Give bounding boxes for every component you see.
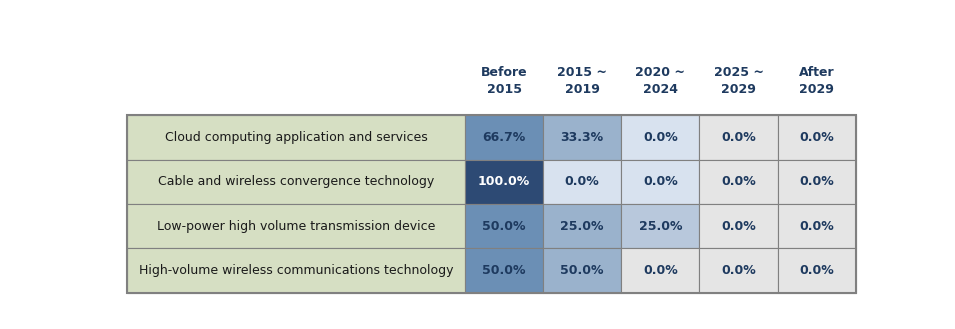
Text: Cloud computing application and services: Cloud computing application and services <box>164 131 427 144</box>
Bar <box>777 115 856 160</box>
Text: Low-power high volume transmission device: Low-power high volume transmission devic… <box>157 220 435 233</box>
Bar <box>622 160 699 204</box>
Bar <box>127 204 465 248</box>
Text: 0.0%: 0.0% <box>721 175 756 189</box>
Text: 2015 ~
2019: 2015 ~ 2019 <box>558 66 607 96</box>
Bar <box>465 204 543 248</box>
Text: 100.0%: 100.0% <box>478 175 530 189</box>
Bar <box>127 115 465 160</box>
Bar <box>127 115 856 293</box>
Text: 2020 ~
2024: 2020 ~ 2024 <box>635 66 686 96</box>
Bar <box>699 160 777 204</box>
Bar <box>127 248 465 293</box>
Bar <box>777 248 856 293</box>
Text: 0.0%: 0.0% <box>799 131 834 144</box>
Text: Cable and wireless convergence technology: Cable and wireless convergence technolog… <box>158 175 434 189</box>
Text: 50.0%: 50.0% <box>482 220 526 233</box>
Bar <box>543 248 622 293</box>
Bar <box>127 160 465 204</box>
Text: 0.0%: 0.0% <box>643 264 678 277</box>
Bar <box>699 204 777 248</box>
Text: 50.0%: 50.0% <box>561 264 604 277</box>
Text: Before
2015: Before 2015 <box>480 66 527 96</box>
Text: After
2029: After 2029 <box>799 66 835 96</box>
Bar <box>699 115 777 160</box>
Bar <box>777 204 856 248</box>
Bar <box>622 204 699 248</box>
Text: 25.0%: 25.0% <box>561 220 604 233</box>
Text: 0.0%: 0.0% <box>799 264 834 277</box>
Text: 0.0%: 0.0% <box>643 175 678 189</box>
Text: 33.3%: 33.3% <box>561 131 604 144</box>
Text: High-volume wireless communications technology: High-volume wireless communications tech… <box>138 264 453 277</box>
Bar <box>622 248 699 293</box>
Text: 25.0%: 25.0% <box>639 220 682 233</box>
Text: 50.0%: 50.0% <box>482 264 526 277</box>
Bar <box>465 248 543 293</box>
Bar <box>777 160 856 204</box>
Bar <box>543 115 622 160</box>
Bar <box>622 115 699 160</box>
Text: 66.7%: 66.7% <box>482 131 525 144</box>
Text: 0.0%: 0.0% <box>799 175 834 189</box>
Text: 0.0%: 0.0% <box>721 264 756 277</box>
Text: 0.0%: 0.0% <box>564 175 600 189</box>
Bar <box>543 204 622 248</box>
Text: 0.0%: 0.0% <box>643 131 678 144</box>
Text: 0.0%: 0.0% <box>721 220 756 233</box>
Text: 2025 ~
2029: 2025 ~ 2029 <box>713 66 764 96</box>
Text: 0.0%: 0.0% <box>799 220 834 233</box>
Bar <box>699 248 777 293</box>
Bar <box>465 115 543 160</box>
Bar <box>543 160 622 204</box>
Bar <box>465 160 543 204</box>
Text: 0.0%: 0.0% <box>721 131 756 144</box>
